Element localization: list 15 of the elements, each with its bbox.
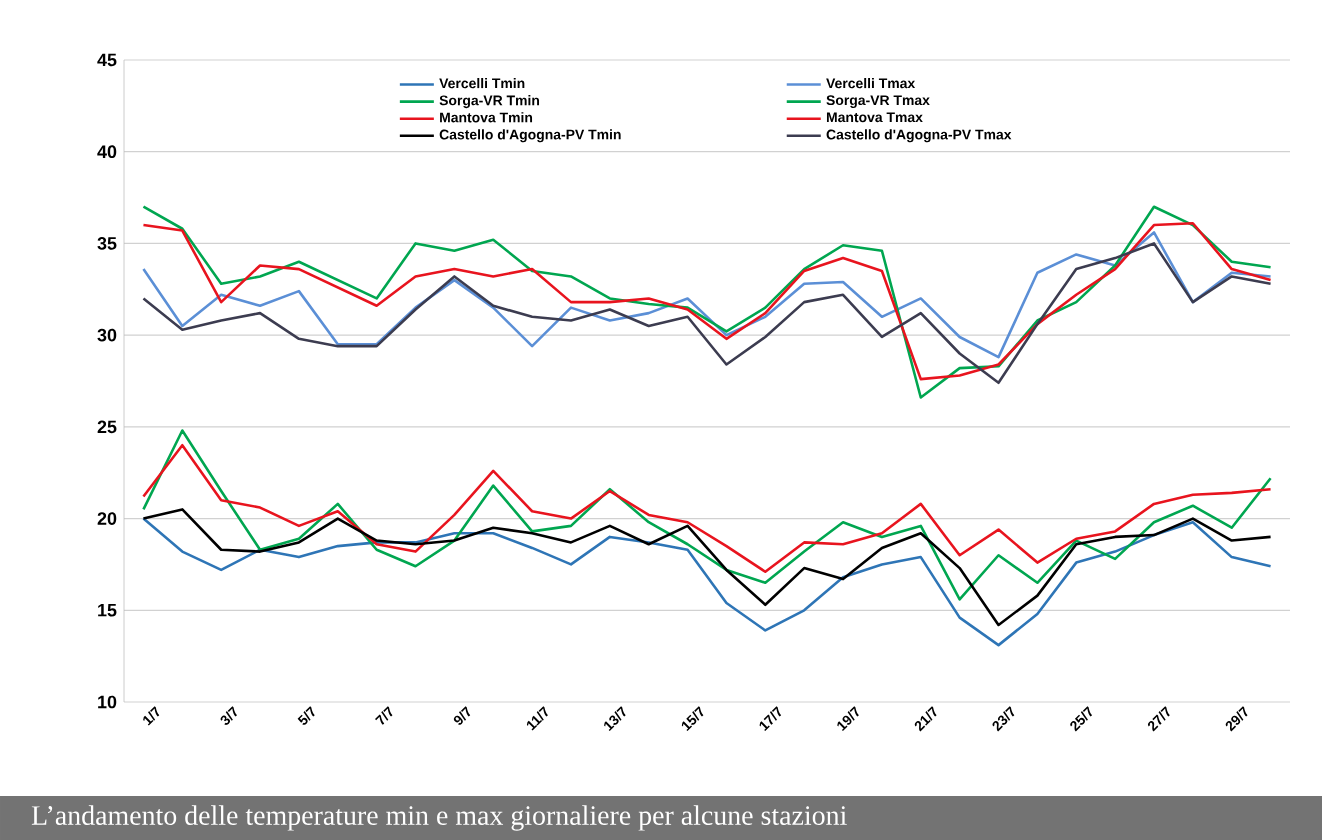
line-series: [142, 443, 1272, 574]
y-tick-label: 45: [97, 53, 117, 67]
y-tick-label: 25: [97, 420, 117, 434]
y-tick-label: 10: [98, 695, 117, 709]
y-tick-label: 15: [98, 604, 117, 617]
y-tick-label: 20: [97, 512, 117, 525]
line-series: [142, 231, 1272, 359]
line-series: [142, 517, 1272, 647]
y-tick-label: 30: [97, 328, 117, 342]
y-tick-label: 40: [97, 145, 117, 159]
text: L’andamento delle temperature min e max giornaliere per alcune stazioni: [31, 805, 847, 831]
y-tick-label: 35: [97, 237, 117, 250]
line-series: [142, 508, 1272, 627]
line-series: [142, 242, 1272, 385]
line-series: [142, 429, 1272, 601]
